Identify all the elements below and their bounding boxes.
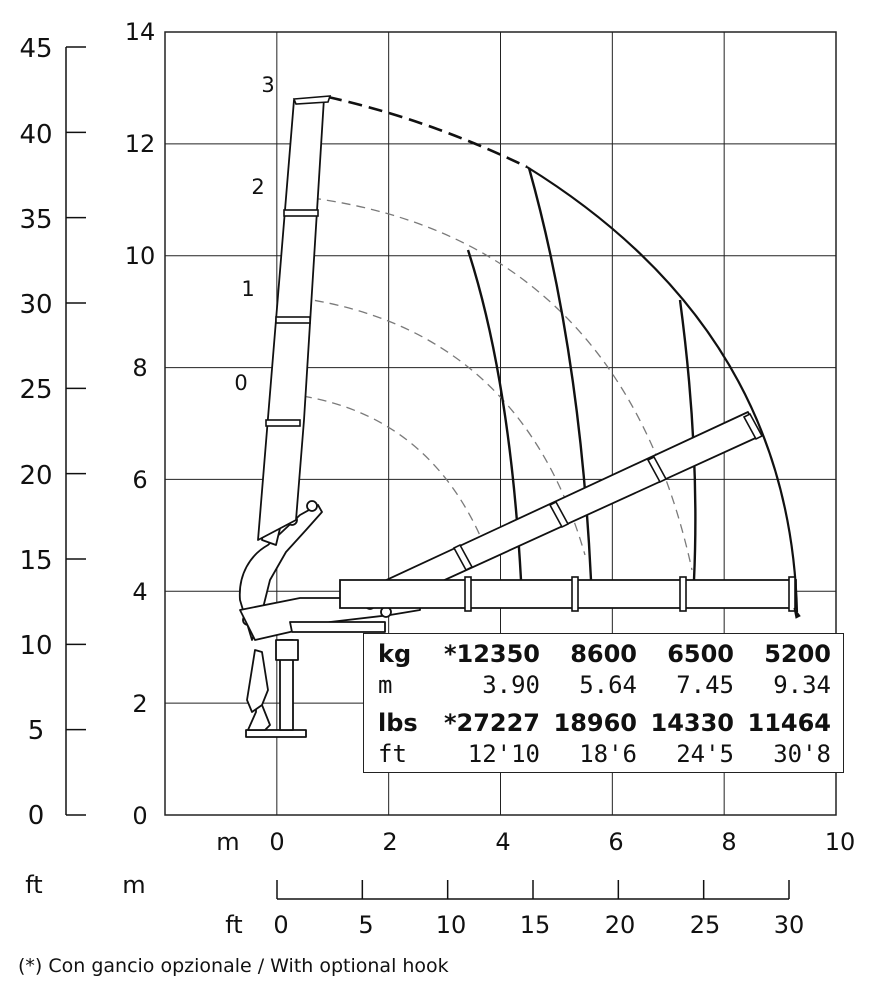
boom-positions [257,95,801,619]
axes [65,46,790,900]
y-ft-tick-10: 10 [19,631,52,661]
x-tick-4: 4 [495,828,510,856]
cell-ft-3: 24'5 [676,739,734,768]
x-ft-tick-0: 0 [273,911,288,939]
boom-joint [571,576,579,612]
boom-tip-vertical [292,95,332,105]
table-row-m: m 3.90 5.64 7.45 9.34 [378,669,831,700]
extension-label-3: 3 [261,73,274,97]
y-tick-10: 10 [125,242,156,270]
boom-joint [548,500,570,529]
y-ft-tick-25: 25 [19,375,52,405]
boom-joint [464,576,472,612]
y-ft-tick-5: 5 [28,716,45,746]
reach-envelope-outer [526,166,799,613]
row-label-m: m [378,670,393,699]
cell-m-2: 5.64 [579,670,637,699]
boom-joint [679,576,687,612]
row-label-lbs: lbs [378,708,418,737]
y-tick-6: 6 [132,466,147,494]
boom-horizontal [339,579,797,609]
x-ft-tick-15: 15 [520,911,551,939]
y-ft-tick-35: 35 [19,205,52,235]
boom-joint [265,419,301,427]
m-corner-label: m [122,871,145,899]
cell-kg-3: 6500 [667,639,734,668]
table-row-lbs: lbs *27227 18960 14330 11464 [378,707,831,738]
cell-m-4: 9.34 [773,670,831,699]
cell-lbs-2: 18960 [553,708,638,737]
y-ft-tick-40: 40 [19,120,52,150]
x-tick-0: 0 [269,828,284,856]
x-ft-tick-25: 25 [690,911,721,939]
capacity-table: kg *12350 8600 6500 5200 m 3.90 5.64 7.4… [363,633,844,773]
y-tick-12: 12 [125,130,156,158]
y-ft-tick-30: 30 [19,290,52,320]
extension-label-1: 1 [241,277,254,301]
cell-lbs-1: *27227 [443,708,540,737]
x-unit-label: m [216,828,239,856]
reach-arc-ext-2 [311,197,693,571]
footnote: (*) Con gancio opzionale / With optional… [18,955,449,977]
x-ft-tick-20: 20 [605,911,636,939]
cell-kg-1: *12350 [443,639,540,668]
reach-envelope-5.64 [527,167,593,581]
x-tick-2: 2 [382,828,397,856]
x-tick-10: 10 [825,828,856,856]
cell-m-3: 7.45 [676,670,734,699]
y-ft-tick-45: 45 [19,34,52,64]
boom-hook [793,607,801,619]
x-ft-unit-label: ft [225,911,242,939]
extension-label-0: 0 [234,371,247,395]
row-label-ft: ft [378,739,407,768]
cell-ft-4: 30'8 [773,739,831,768]
cell-m-1: 3.90 [482,670,540,699]
table-row-kg: kg *12350 8600 6500 5200 [378,638,831,669]
y-tick-0: 0 [132,802,147,830]
cell-lbs-3: 14330 [650,708,735,737]
table-row-ft: ft 12'10 18'6 24'5 30'8 [378,738,831,769]
y-tick-14: 14 [125,18,156,46]
y-ft-tick-20: 20 [19,461,52,491]
y-tick-4: 4 [132,578,147,606]
x-ft-tick-30: 30 [774,911,805,939]
boom-joint [742,412,764,441]
boom-inclined [379,411,761,605]
cell-lbs-4: 11464 [747,708,832,737]
reach-arc-dashed-tip [327,95,528,169]
x-ft-tick-5: 5 [358,911,373,939]
x-ft-tick-10: 10 [436,911,467,939]
y-tick-2: 2 [132,690,147,718]
y-tick-8: 8 [132,354,147,382]
cell-kg-4: 5200 [764,639,831,668]
cell-ft-2: 18'6 [579,739,637,768]
boom-joint [788,576,796,612]
ft-corner-label: ft [25,871,42,899]
extension-label-2: 2 [251,175,264,199]
cell-ft-1: 12'10 [467,739,540,768]
x-tick-6: 6 [608,828,623,856]
row-label-kg: kg [378,639,412,668]
cell-kg-2: 8600 [570,639,637,668]
boom-joint [646,455,668,484]
boom-joint [452,543,474,572]
x-tick-8: 8 [721,828,736,856]
reach-arc-ext-0 [287,393,483,541]
y-ft-tick-15: 15 [19,546,52,576]
boom-joint [275,316,311,324]
boom-joint [283,209,319,217]
y-ft-tick-0: 0 [28,801,45,831]
